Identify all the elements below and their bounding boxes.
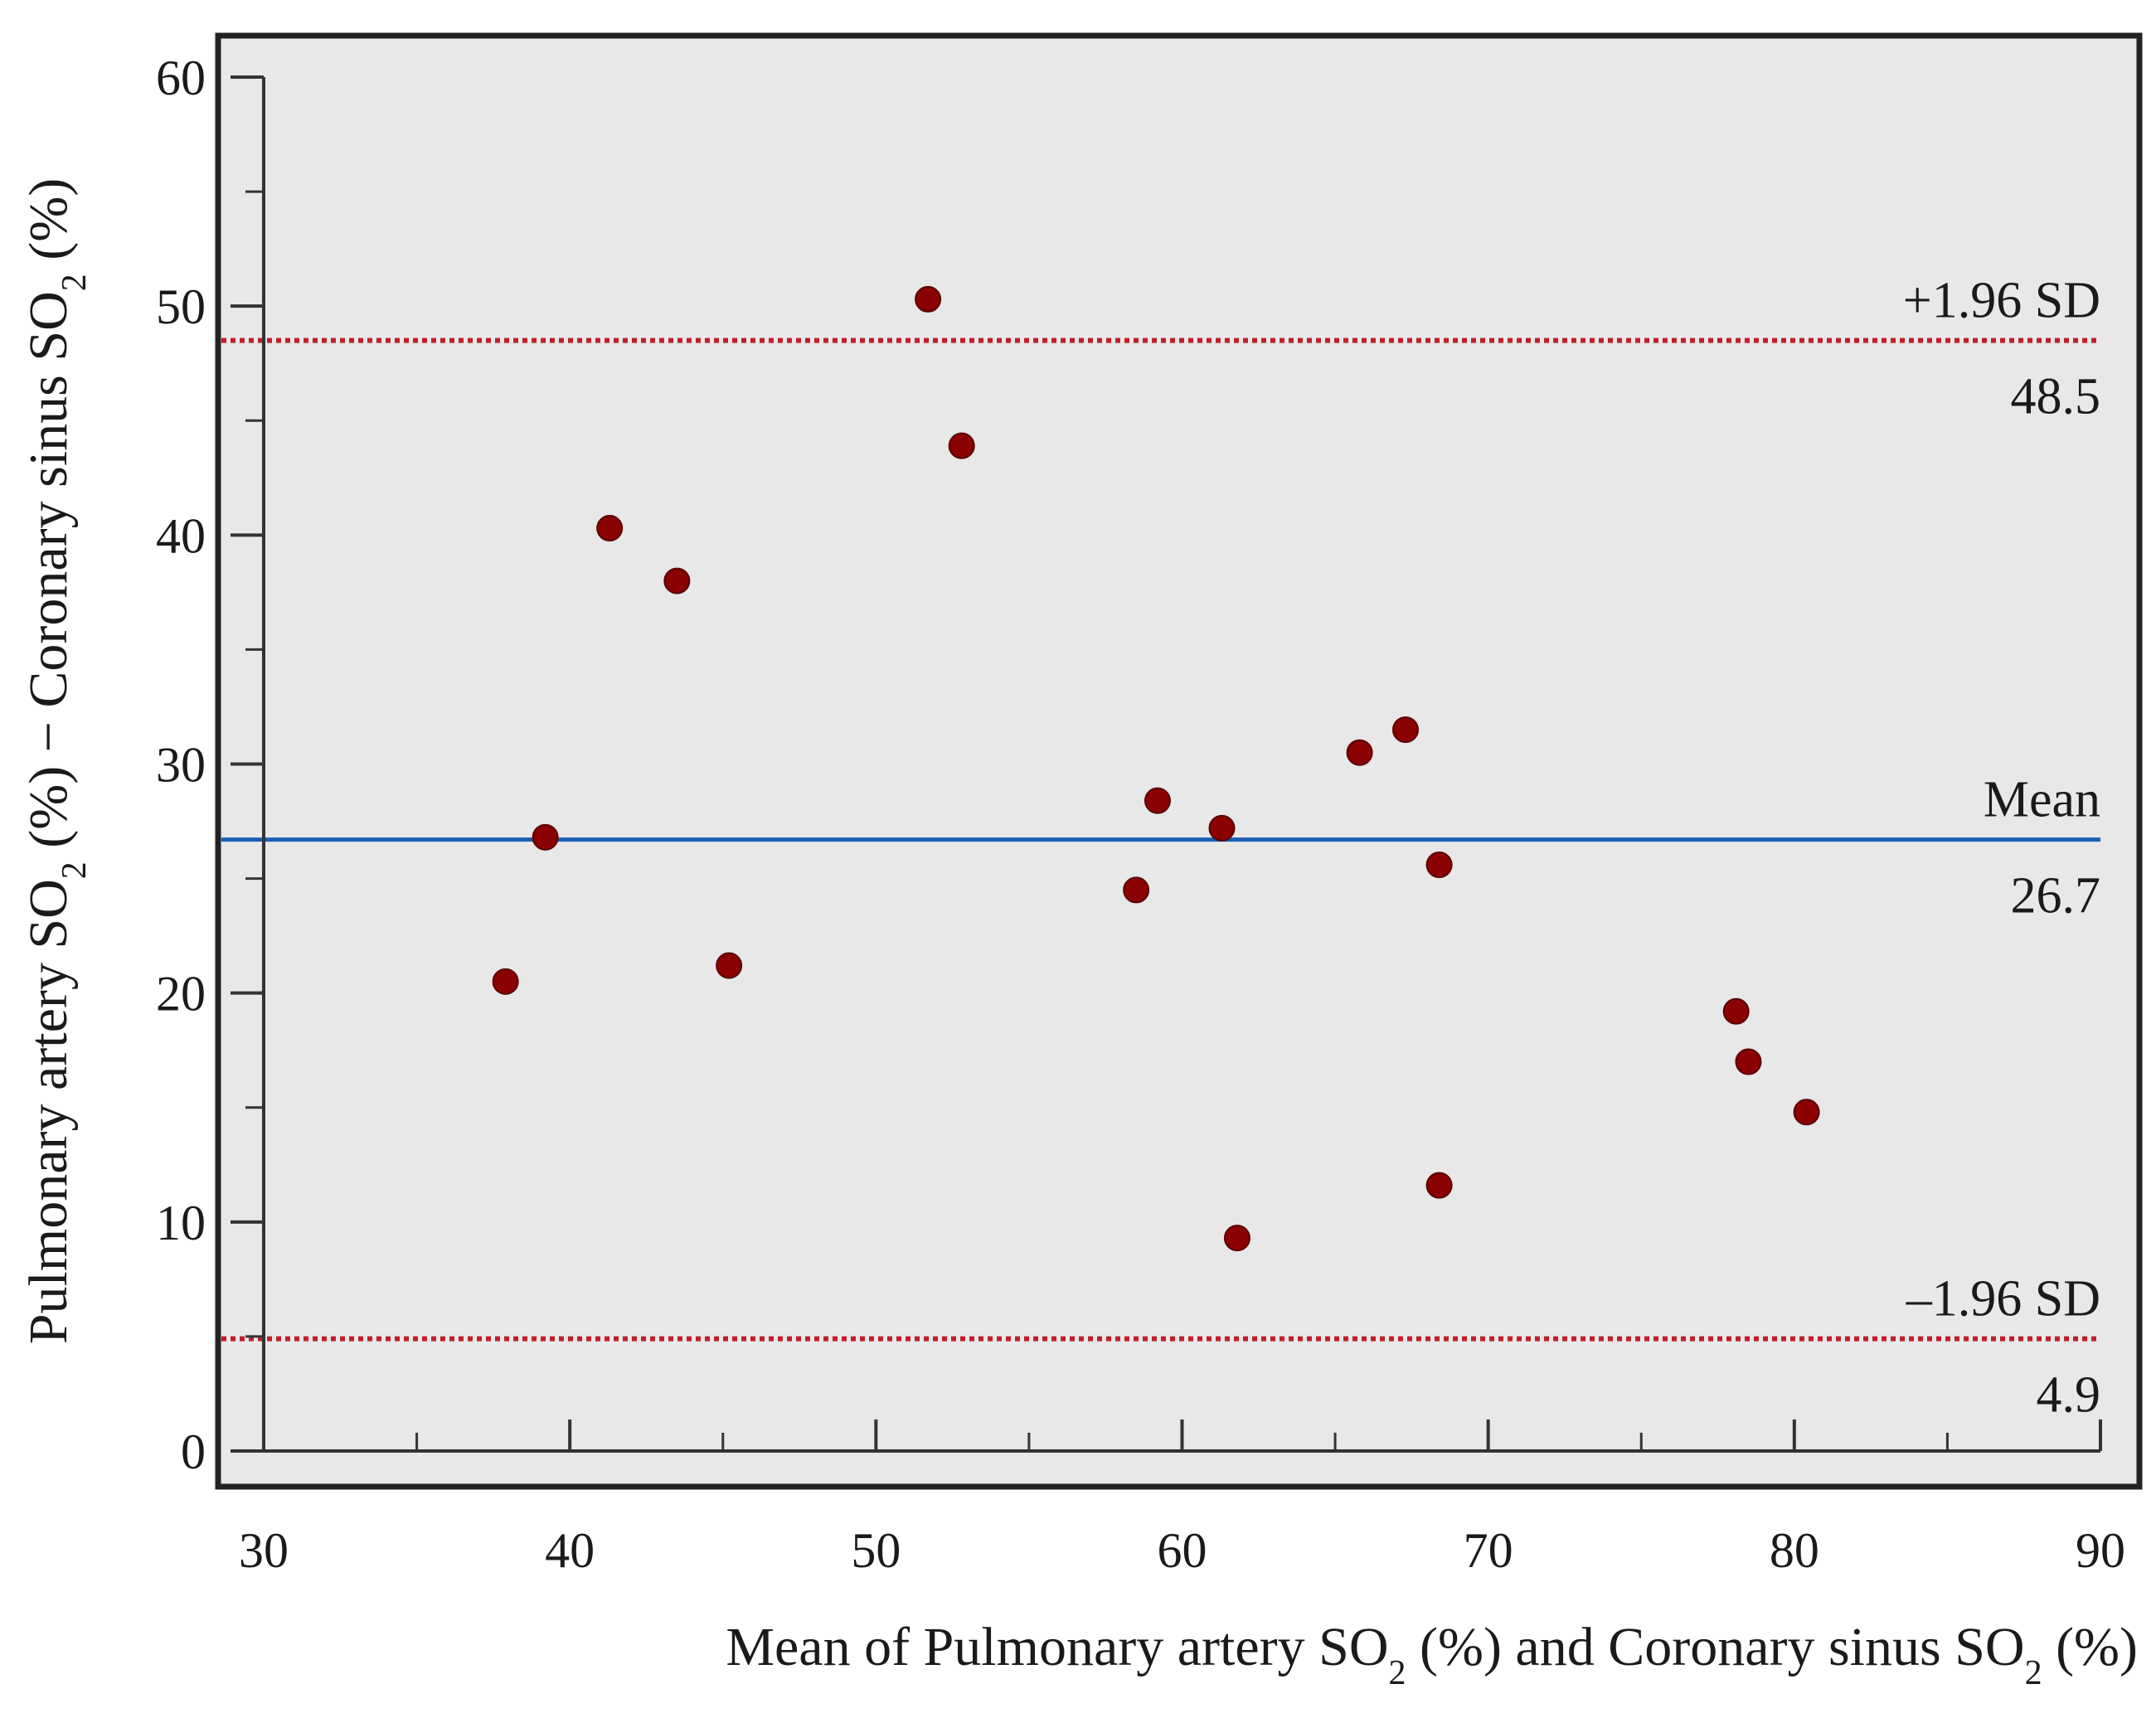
y-tick-label: 20 xyxy=(156,967,206,1021)
data-point xyxy=(1793,1099,1820,1126)
data-point xyxy=(1346,739,1373,766)
data-point xyxy=(1144,787,1171,814)
lower-loa-label: –1.96 SD xyxy=(1906,1271,2100,1327)
x-tick-label: 80 xyxy=(1770,1523,1819,1578)
data-points xyxy=(492,285,1820,1252)
y-tick-label: 40 xyxy=(156,508,206,563)
data-point xyxy=(915,285,942,313)
y-axis-title: Pulmonary artery SO2 (%) − Coronary sinu… xyxy=(18,178,94,1344)
x-tick-label: 50 xyxy=(851,1523,901,1578)
data-point xyxy=(532,823,559,851)
mean-label: Mean xyxy=(1984,772,2100,828)
data-point xyxy=(1223,1225,1250,1252)
data-point xyxy=(1425,1172,1453,1199)
data-point xyxy=(1391,716,1419,744)
plot-frame-group xyxy=(215,32,2143,1490)
x-tick-label: 90 xyxy=(2076,1523,2125,1578)
upper-loa-value-label: 48.5 xyxy=(2011,369,2101,425)
upper-loa-label: +1.96 SD xyxy=(1903,273,2100,329)
data-point xyxy=(1722,997,1750,1025)
x-tick-label: 70 xyxy=(1464,1523,1513,1578)
x-axis: 30 40 50 60 70 80 90 xyxy=(239,1419,2125,1578)
data-point xyxy=(1735,1048,1762,1075)
data-point xyxy=(1425,852,1453,879)
plot-frame xyxy=(215,32,2143,1490)
plot-area xyxy=(218,36,2139,1487)
mean-value-label: 26.7 xyxy=(2011,868,2101,924)
lower-loa-value-label: 4.9 xyxy=(2037,1367,2101,1424)
x-axis-title: Mean of Pulmonary artery SO2 (%) and Cor… xyxy=(726,1617,2138,1692)
x-tick-label: 30 xyxy=(239,1523,289,1578)
reference-line-labels: +1.96 SD 48.5 Mean 26.7 –1.96 SD 4.9 xyxy=(1903,273,2100,1424)
data-point xyxy=(596,515,624,542)
y-tick-label: 0 xyxy=(181,1424,206,1479)
data-point xyxy=(716,952,743,979)
data-point xyxy=(663,567,691,594)
data-point xyxy=(1123,876,1150,904)
data-point xyxy=(948,432,975,459)
data-point xyxy=(492,968,519,995)
plot-background-group xyxy=(218,36,2139,1487)
x-tick-label: 60 xyxy=(1158,1523,1207,1578)
y-tick-label: 30 xyxy=(156,738,206,793)
data-point xyxy=(1208,814,1236,842)
y-tick-label: 10 xyxy=(156,1196,206,1250)
y-tick-label: 50 xyxy=(156,279,206,334)
y-axis: 0 10 20 30 40 50 60 xyxy=(156,51,265,1479)
y-tick-label: 60 xyxy=(156,51,206,105)
x-tick-label: 40 xyxy=(545,1523,595,1578)
